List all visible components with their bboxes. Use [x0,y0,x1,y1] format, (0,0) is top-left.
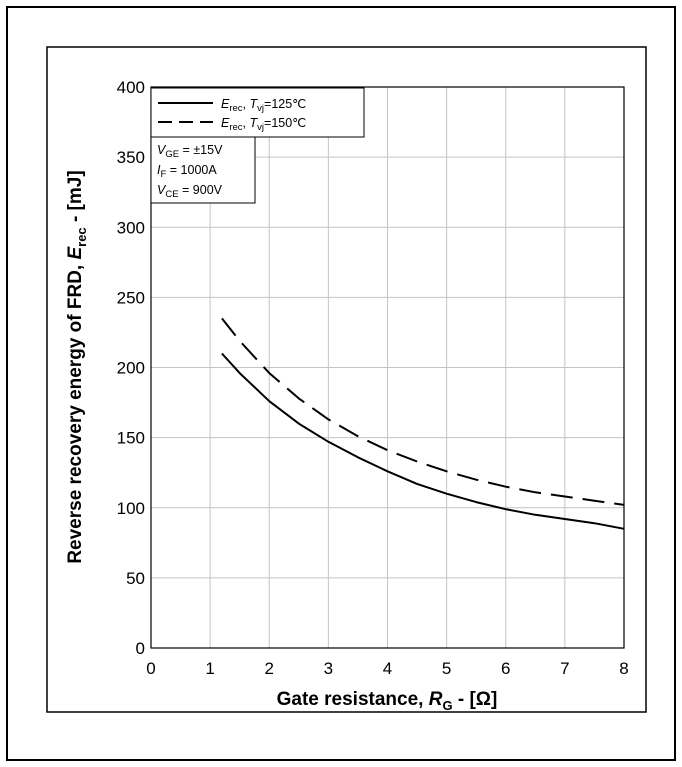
legend-label-125: Erec, Tvj=125℃ [221,97,306,114]
x-tick-labels: 0 1 2 3 4 5 6 7 8 [146,659,628,678]
y-tick-label: 250 [117,288,145,307]
series-layer [221,317,625,530]
inner-border [46,46,647,713]
y-tick-label: 100 [117,499,145,518]
legend-box [150,87,365,138]
x-tick-label: 8 [619,659,628,678]
y-tick-label: 300 [117,218,145,237]
x-tick-label: 0 [146,659,155,678]
y-tick-label: 350 [117,148,145,167]
series-line-150 [221,317,625,506]
y-tick-label: 400 [117,78,145,97]
y-tick-label: 150 [117,429,145,448]
y-tick-label: 50 [126,569,145,588]
y-axis-title: Reverse recovery energy of FRD, Erec - [… [65,170,89,563]
legend: Erec, Tvj=125℃ Erec, Tvj=150℃ VGE = ±15V… [150,87,365,204]
plot-area-border [150,86,625,649]
outer-border [6,6,676,761]
series-line-125 [221,352,625,530]
y-tick-label: 0 [136,639,145,658]
condition-vge: VGE = ±15V [157,143,223,160]
x-tick-label: 4 [383,659,392,678]
x-tick-label: 5 [442,659,451,678]
x-tick-label: 1 [205,659,214,678]
y-tick-label: 200 [117,359,145,378]
conditions-box [150,136,256,204]
x-tick-label: 2 [265,659,274,678]
condition-if: IF = 1000A [157,163,217,180]
x-tick-label: 3 [324,659,333,678]
y-tick-labels: 0 50 100 150 200 250 300 350 400 [117,78,145,658]
legend-label-150: Erec, Tvj=150℃ [221,116,306,133]
condition-vce: VCE = 900V [157,183,223,200]
x-tick-label: 6 [501,659,510,678]
x-axis-title: Gate resistance, RG - [Ω] [277,689,498,713]
x-tick-label: 7 [560,659,569,678]
